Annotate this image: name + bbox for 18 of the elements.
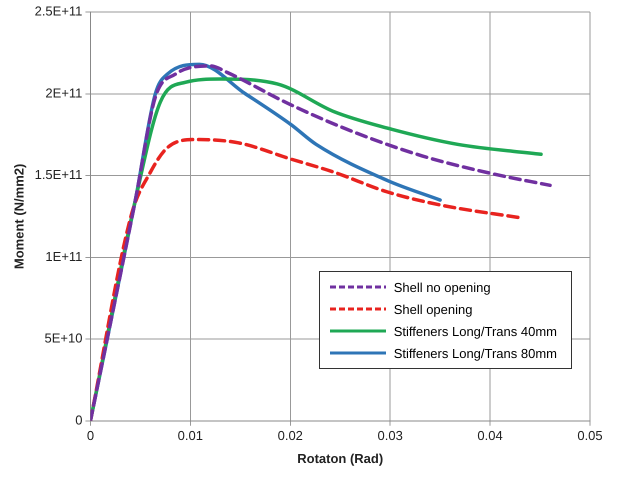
- x-tick-label: 0.02: [278, 428, 303, 444]
- y-tick-label: 2E+11: [45, 85, 82, 100]
- legend-label: Stiffeners Long/Trans 80mm: [394, 346, 557, 360]
- legend-label: Shell no opening: [394, 280, 491, 294]
- x-axis-title: Rotaton (Rad): [297, 450, 384, 466]
- y-tick-label: 2.5E+11: [34, 4, 82, 19]
- y-tick-label: 1E+11: [45, 248, 82, 264]
- x-tick-label: 0.03: [378, 428, 403, 444]
- x-tick-label: 0: [86, 428, 94, 444]
- legend-label: Shell opening: [394, 302, 472, 316]
- legend-label: Stiffeners Long/Trans 40mm: [394, 324, 557, 338]
- y-axis-title: Moment (N/mm2): [11, 164, 26, 270]
- x-tick-label: 0.01: [178, 428, 203, 444]
- x-tick-label: 0.04: [477, 428, 503, 444]
- y-tick-label: 1.5E+11: [34, 167, 82, 182]
- y-tick-label: 5E+10: [44, 330, 82, 346]
- x-tick-label: 0.05: [577, 428, 603, 444]
- y-tick-label: 0: [75, 412, 82, 428]
